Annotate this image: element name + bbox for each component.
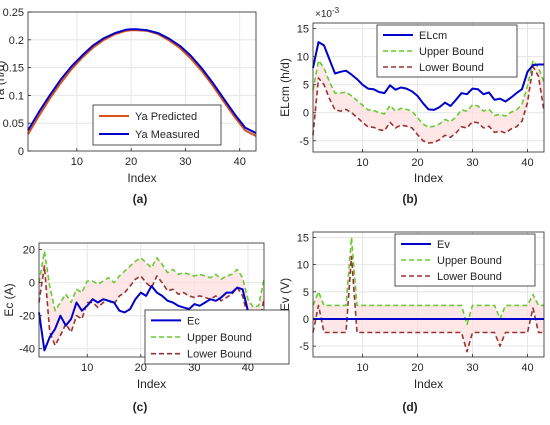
series-line-ya-measured (27, 28, 257, 135)
series-line-ya-predicted (27, 29, 257, 137)
panel-label: (b) (402, 192, 417, 206)
y-tick-label: -5 (299, 136, 309, 148)
y-tick-label: 0.05 (3, 118, 24, 130)
axes-frame (312, 231, 545, 358)
y-axis-label: Ya (h/d) (0, 61, 7, 103)
x-axis-label: Index (414, 377, 443, 391)
x-axis-label: Index (414, 171, 443, 185)
x-tick-label: 30 (466, 157, 478, 169)
bound-band-fill (313, 237, 544, 352)
y-tick-label: 0 (29, 278, 35, 290)
x-axis-label: Index (137, 377, 166, 391)
x-tick-label: 40 (242, 362, 254, 374)
legend: Ev Upper Bound Lower Bound (394, 233, 536, 287)
y-axis-label: Ev (V) (278, 278, 292, 311)
axes-frame (27, 11, 257, 152)
x-tick-label: 10 (81, 362, 93, 374)
y-tick-label: 10 (297, 52, 309, 64)
y-tick-label: 10 (297, 260, 309, 272)
x-tick-label: 10 (71, 156, 83, 168)
legend-label: Upper Bound (187, 332, 252, 344)
chart-panel-4: 10 20 30 40 -5 0 5 10 15 Index Ev (V) Ev Upper Bound… (278, 231, 545, 414)
series-line-lower-bound (38, 265, 265, 347)
series-line-upper-bound (312, 236, 544, 326)
x-tick-label: 20 (125, 156, 137, 168)
x-tick-label: 10 (356, 157, 368, 169)
legend-label: Ya Measured (135, 129, 200, 141)
y-tick-label: 0 (18, 146, 24, 158)
exponent-base: ×10 (315, 9, 332, 20)
y-tick-label: 0.2 (9, 35, 24, 47)
y-tick-label: -5 (299, 341, 309, 353)
x-tick-label: 40 (521, 157, 533, 169)
chart-panel-3: 10 20 30 40 -40 -20 0 20 Index Ec (A) Ec Upper Boun… (2, 242, 290, 414)
exponent-power: -3 (332, 6, 340, 15)
y-axis-label: Ec (A) (2, 283, 16, 316)
y-tick-label: 0.25 (3, 7, 24, 19)
legend-label: Lower Bound (419, 62, 484, 74)
panel-label: (d) (402, 400, 417, 414)
series-line-ec (38, 285, 264, 352)
series-line-lower-bound (312, 65, 545, 144)
y-tick-label: 0.15 (3, 63, 24, 75)
x-tick-label: 40 (234, 156, 246, 168)
x-tick-label: 30 (466, 362, 478, 374)
legend-label: ELcm (419, 30, 447, 42)
series-line-upper-bound (38, 250, 265, 312)
y-tick-label: 5 (303, 287, 309, 299)
series-line-lower-bound (312, 255, 544, 353)
legend: Ya Predicted Ya Measured (92, 104, 222, 146)
legend-label: Ev (437, 239, 450, 251)
panel-label: (c) (133, 400, 148, 414)
x-tick-label: 10 (356, 362, 368, 374)
y-tick-label: 0.1 (9, 90, 24, 102)
axes-frame (312, 22, 545, 153)
x-tick-label: 30 (179, 156, 191, 168)
series-line-upper-bound (312, 59, 545, 129)
series-line-elcm (312, 41, 544, 111)
y-axis-label: ELcm (h/d) (278, 58, 292, 117)
y-tick-label: 5 (303, 80, 309, 92)
y-tick-label: 15 (297, 232, 309, 244)
x-tick-label: 30 (188, 362, 200, 374)
x-tick-label: 40 (521, 362, 533, 374)
legend-label: Upper Bound (437, 255, 502, 267)
exponent-label: ×10-3 (315, 6, 340, 20)
chart-panel-1: 10 20 30 40 0 0.05 0.1 0.15 0.2 0.25 Index Ya (h/d)… (0, 7, 257, 206)
legend-label: Upper Bound (419, 46, 484, 58)
y-tick-label: -20 (19, 311, 35, 323)
legend-box (92, 104, 222, 146)
legend: ELcm Upper Bound Lower Bound (376, 24, 518, 78)
x-tick-label: 20 (411, 362, 423, 374)
legend-label: Lower Bound (187, 349, 252, 361)
x-tick-label: 20 (135, 362, 147, 374)
y-tick-label: 20 (23, 245, 35, 257)
x-tick-label: 20 (411, 157, 423, 169)
legend-label: Ec (187, 315, 200, 327)
y-tick-label: -40 (19, 344, 35, 356)
x-axis-label: Index (127, 171, 156, 185)
legend: Ec Upper Bound Lower Bound (144, 309, 290, 365)
bound-band-fill (313, 60, 544, 143)
y-tick-label: 15 (297, 24, 309, 36)
legend-label: Lower Bound (437, 271, 502, 283)
chart-panel-2: 10 20 30 40 -5 0 5 10 15 ×10-3 Index ELcm (h/d) ELcm… (278, 6, 545, 206)
panel-label: (a) (133, 192, 148, 206)
y-tick-label: 0 (303, 314, 309, 326)
legend-label: Ya Predicted (135, 111, 197, 123)
y-tick-label: 0 (303, 108, 309, 120)
